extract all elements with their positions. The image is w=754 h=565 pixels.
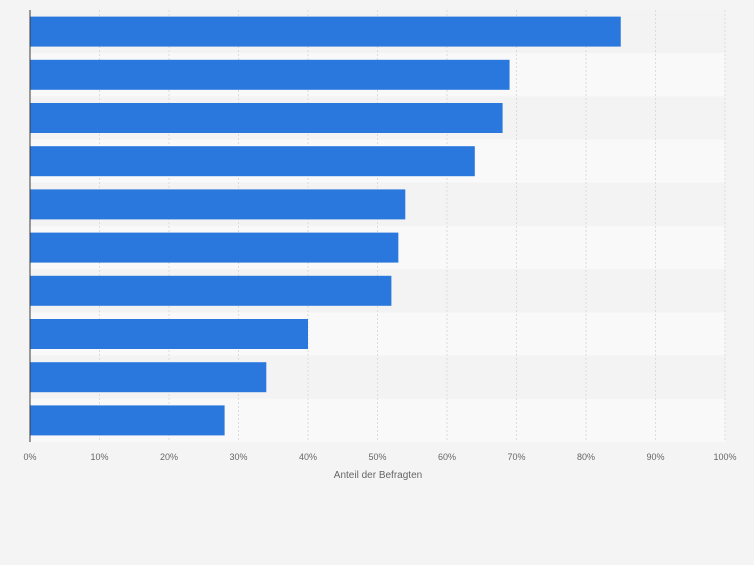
x-tick-label: 70% bbox=[507, 452, 525, 462]
bar bbox=[30, 362, 267, 393]
x-tick-label: 80% bbox=[577, 452, 595, 462]
bar bbox=[30, 232, 399, 263]
bars bbox=[30, 16, 621, 436]
x-tick-label: 90% bbox=[646, 452, 664, 462]
x-tick-label: 0% bbox=[23, 452, 36, 462]
bar bbox=[30, 59, 510, 90]
x-tick-label: 30% bbox=[229, 452, 247, 462]
x-tick-label: 20% bbox=[160, 452, 178, 462]
bar bbox=[30, 189, 406, 220]
x-tick-label: 60% bbox=[438, 452, 456, 462]
x-tick-labels: 0% 10% 20% 30% 40% 50% 60% 70% 80% 90% 100% bbox=[23, 452, 736, 462]
bar bbox=[30, 103, 503, 133]
x-axis-title: Anteil der Befragten bbox=[334, 470, 422, 481]
bar bbox=[30, 405, 225, 436]
bar bbox=[30, 319, 308, 349]
bar bbox=[30, 146, 475, 177]
x-tick-label: 100% bbox=[713, 452, 736, 462]
x-tick-label: 50% bbox=[368, 452, 386, 462]
bar bbox=[30, 16, 621, 47]
x-tick-label: 40% bbox=[299, 452, 317, 462]
x-tick-label: 10% bbox=[90, 452, 108, 462]
bar bbox=[30, 275, 392, 306]
